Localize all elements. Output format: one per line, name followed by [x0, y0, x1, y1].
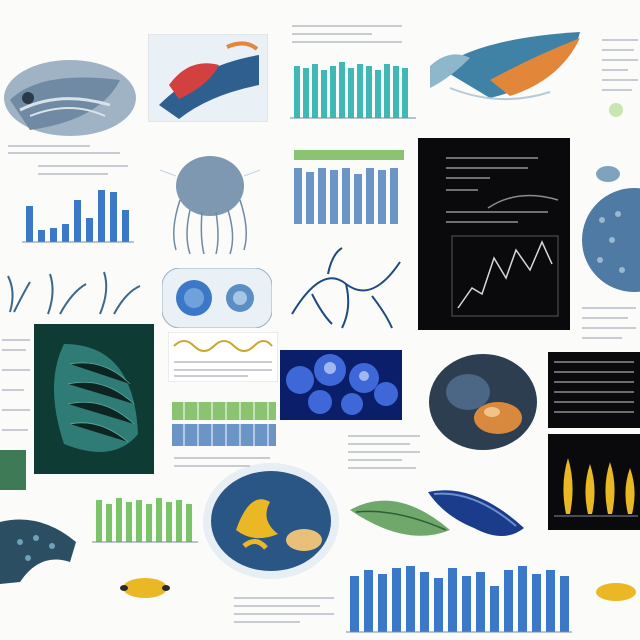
- caption-lines-center: [346, 430, 422, 474]
- caption-lines-bottom: [230, 592, 340, 632]
- fish-head-illustration: [0, 50, 140, 160]
- cell-spheres-diagram: [162, 268, 272, 328]
- green-bar-chart: [90, 486, 200, 548]
- petri-dish-specimen: [200, 460, 342, 582]
- collage-text: [0, 0, 1, 1]
- dark-line-chart-panel: [418, 138, 570, 330]
- jellyfish-illustration: [150, 150, 270, 255]
- dark-table-panel: [548, 352, 640, 428]
- caption-lines-left: [0, 330, 32, 510]
- green-striped-chart: [168, 398, 280, 450]
- caption-lines-mid: [170, 452, 280, 472]
- vein-network-diagram: [282, 244, 410, 330]
- orange-blob-specimen: [110, 568, 180, 608]
- scaled-leaf-micrograph: [34, 324, 154, 474]
- wave-line-plot: [168, 332, 278, 382]
- coral-sponge-illustration: [572, 150, 640, 300]
- specimen-oval-photo: [428, 352, 538, 452]
- orange-blob-specimen-right: [590, 570, 640, 610]
- blue-bar-chart-small: [18, 160, 138, 255]
- flame-bars-dark: [548, 434, 640, 530]
- blue-cells-micrograph: [280, 350, 402, 420]
- caption-lines-right: [578, 300, 640, 346]
- teal-bar-chart: [282, 20, 422, 128]
- koi-fish-illustration: [430, 18, 595, 113]
- fish-fin-illustration: [148, 34, 268, 122]
- green-leaf-specimen: [346, 490, 456, 548]
- large-blue-bar-chart: [344, 556, 574, 640]
- seaweed-sketches: [0, 262, 150, 322]
- right-text-column-top: [598, 30, 640, 120]
- striped-bar-chart: [286, 140, 412, 235]
- dark-coral-illustration: [0, 512, 80, 592]
- blue-slug-specimen: [424, 482, 528, 544]
